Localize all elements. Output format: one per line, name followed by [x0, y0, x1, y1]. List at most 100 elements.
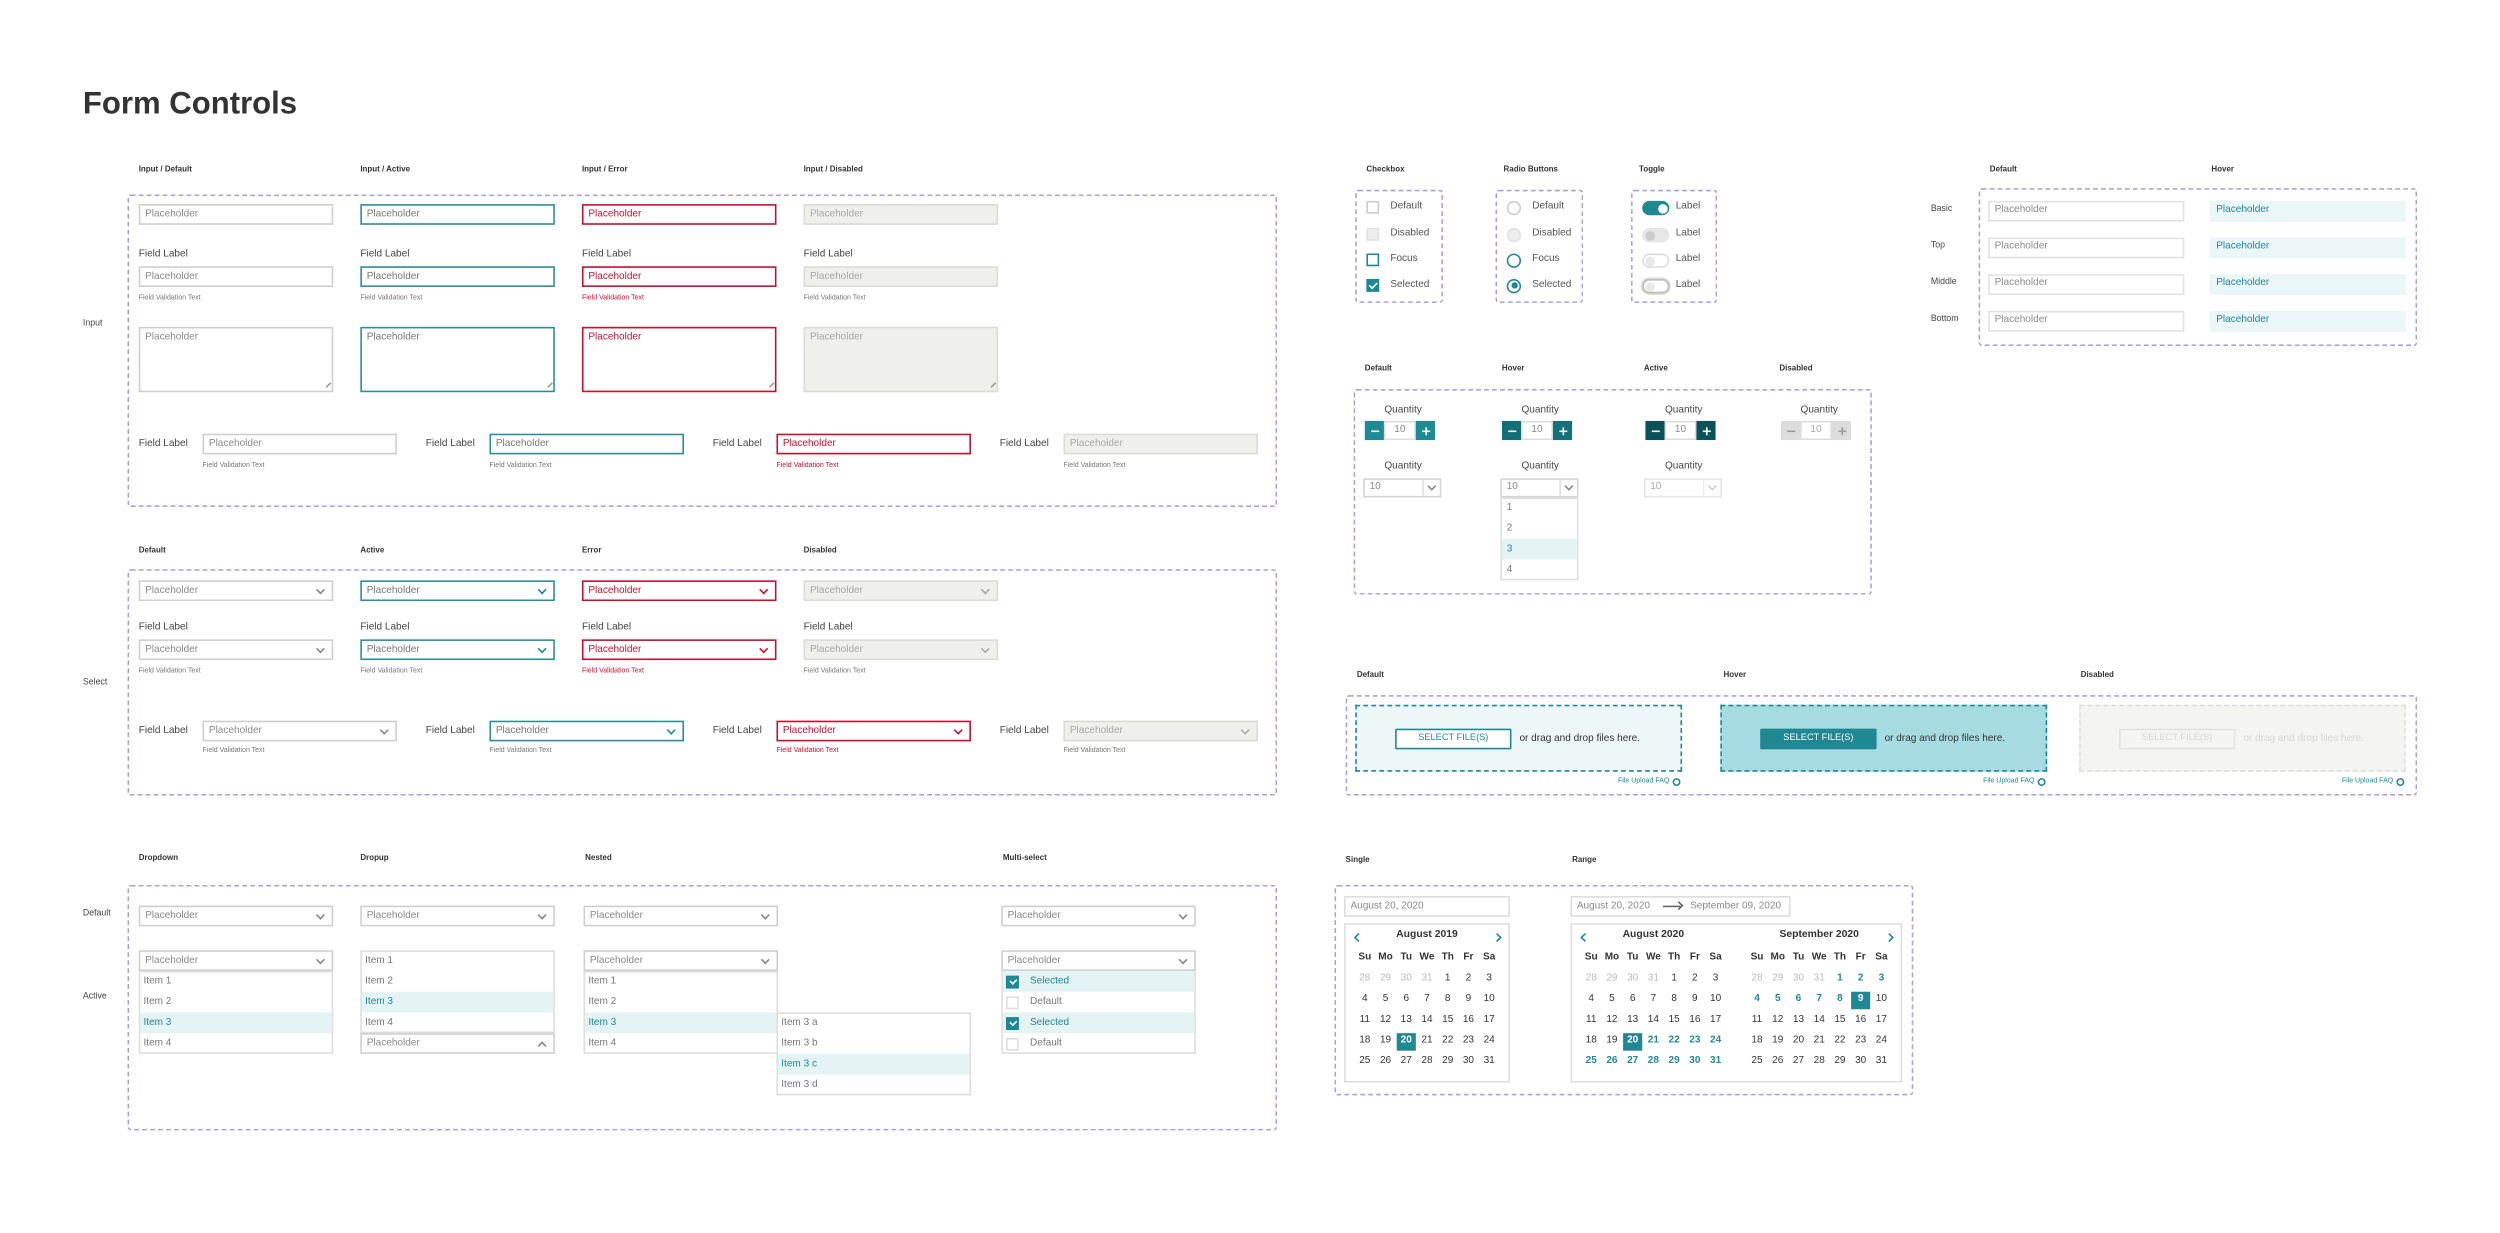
day[interactable]: 30	[1855, 1055, 1867, 1067]
select[interactable]	[489, 720, 684, 742]
day[interactable]: 27	[1627, 1055, 1639, 1067]
day[interactable]: 31	[1875, 1055, 1887, 1067]
day[interactable]: 19	[1606, 1034, 1618, 1046]
day[interactable]: 23	[1689, 1034, 1701, 1046]
day[interactable]: 17	[1875, 1013, 1887, 1025]
day[interactable]: 6	[1629, 993, 1636, 1005]
day[interactable]: 4	[1588, 993, 1595, 1005]
day[interactable]: 29	[1668, 1055, 1680, 1067]
faq-link[interactable]: File Upload FAQ	[1983, 776, 2035, 785]
day[interactable]: 6	[1403, 993, 1410, 1005]
text-input[interactable]	[138, 204, 334, 225]
checkbox[interactable]	[1366, 253, 1380, 267]
day[interactable]: 21	[1421, 1034, 1433, 1046]
text-input[interactable]	[1988, 310, 2185, 331]
select[interactable]	[1063, 720, 1258, 742]
day[interactable]: 12	[1772, 1013, 1784, 1025]
day[interactable]: 3	[1712, 972, 1719, 984]
day[interactable]: 21	[1647, 1034, 1659, 1046]
day[interactable]: 30	[1689, 1055, 1701, 1067]
day[interactable]: 26	[1772, 1055, 1784, 1067]
day[interactable]: 14	[1647, 1013, 1659, 1025]
checkbox[interactable]	[1006, 995, 1019, 1009]
day[interactable]: 15	[1668, 1013, 1680, 1025]
day[interactable]: 21	[1813, 1034, 1825, 1046]
text-input[interactable]	[581, 204, 777, 225]
day[interactable]: 8	[1671, 993, 1677, 1005]
day[interactable]: 7	[1424, 993, 1430, 1005]
day[interactable]: 18	[1359, 1034, 1371, 1046]
day[interactable]: 28	[1813, 1055, 1825, 1067]
text-input[interactable]	[1988, 273, 2185, 295]
faq-link[interactable]: File Upload FAQ	[2341, 776, 2394, 785]
day[interactable]: 3	[1486, 972, 1492, 984]
day[interactable]: 20	[1627, 1034, 1639, 1046]
day[interactable]: 22	[1668, 1034, 1680, 1046]
text-input[interactable]	[581, 266, 777, 287]
day[interactable]: 30	[1462, 1055, 1475, 1067]
select[interactable]	[138, 950, 334, 971]
select[interactable]	[583, 950, 779, 971]
day[interactable]: 24	[1483, 1034, 1495, 1046]
day[interactable]: 14	[1813, 1013, 1825, 1025]
text-input[interactable]	[2209, 310, 2406, 331]
day[interactable]: 29	[1442, 1055, 1454, 1067]
day[interactable]: 24	[1709, 1034, 1722, 1046]
day[interactable]: 26	[1379, 1055, 1392, 1067]
day[interactable]: 25	[1751, 1055, 1763, 1067]
select[interactable]	[581, 639, 777, 661]
day[interactable]: 8	[1837, 993, 1843, 1005]
text-input[interactable]	[1063, 433, 1258, 455]
day[interactable]: 6	[1795, 993, 1802, 1005]
checkbox[interactable]	[1006, 974, 1019, 988]
day[interactable]: 17	[1483, 1013, 1495, 1025]
day[interactable]: 19	[1772, 1034, 1784, 1046]
day[interactable]: 8	[1444, 993, 1451, 1005]
text-input[interactable]	[2209, 200, 2406, 221]
day[interactable]: 7	[1816, 993, 1823, 1005]
select[interactable]	[360, 905, 555, 927]
day[interactable]: 27	[1400, 1055, 1412, 1067]
day[interactable]: 20	[1400, 1034, 1412, 1046]
day[interactable]: 5	[1609, 993, 1615, 1005]
select[interactable]	[583, 905, 779, 927]
day[interactable]: 18	[1751, 1034, 1763, 1046]
day[interactable]: 5	[1382, 993, 1389, 1005]
select[interactable]	[360, 1033, 555, 1054]
quantity-input[interactable]	[1800, 420, 1832, 441]
day[interactable]: 10	[1709, 993, 1722, 1005]
day[interactable]: 13	[1400, 1013, 1412, 1025]
day[interactable]: 16	[1689, 1013, 1701, 1025]
textarea[interactable]	[581, 326, 777, 393]
day[interactable]: 9	[1465, 993, 1472, 1005]
day[interactable]: 28	[1647, 1055, 1659, 1067]
select[interactable]	[803, 580, 999, 602]
day[interactable]: 1	[1671, 972, 1677, 984]
select[interactable]	[202, 720, 398, 742]
day[interactable]: 5	[1774, 993, 1781, 1005]
date-input[interactable]	[1344, 896, 1510, 917]
day[interactable]: 24	[1875, 1034, 1887, 1046]
checkbox[interactable]	[1006, 1016, 1019, 1030]
day[interactable]: 20	[1792, 1034, 1805, 1046]
quantity-select[interactable]	[1363, 478, 1442, 498]
day[interactable]: 7	[1650, 993, 1657, 1005]
day[interactable]: 22	[1834, 1034, 1846, 1046]
select[interactable]	[138, 905, 334, 927]
select[interactable]	[803, 639, 999, 661]
day[interactable]: 4	[1362, 993, 1368, 1005]
select[interactable]	[1001, 950, 1196, 971]
day[interactable]: 1	[1837, 972, 1843, 984]
day[interactable]: 25	[1585, 1055, 1597, 1067]
day[interactable]: 1	[1444, 972, 1451, 984]
day[interactable]: 16	[1855, 1013, 1867, 1025]
day[interactable]: 18	[1585, 1034, 1597, 1046]
textarea[interactable]	[803, 326, 999, 393]
select[interactable]	[581, 580, 777, 602]
textarea[interactable]	[360, 326, 555, 393]
day[interactable]: 13	[1792, 1013, 1805, 1025]
radio-button[interactable]	[1506, 252, 1522, 268]
day[interactable]: 11	[1751, 1013, 1763, 1025]
day[interactable]: 28	[1421, 1055, 1433, 1067]
day[interactable]: 13	[1627, 1013, 1639, 1025]
